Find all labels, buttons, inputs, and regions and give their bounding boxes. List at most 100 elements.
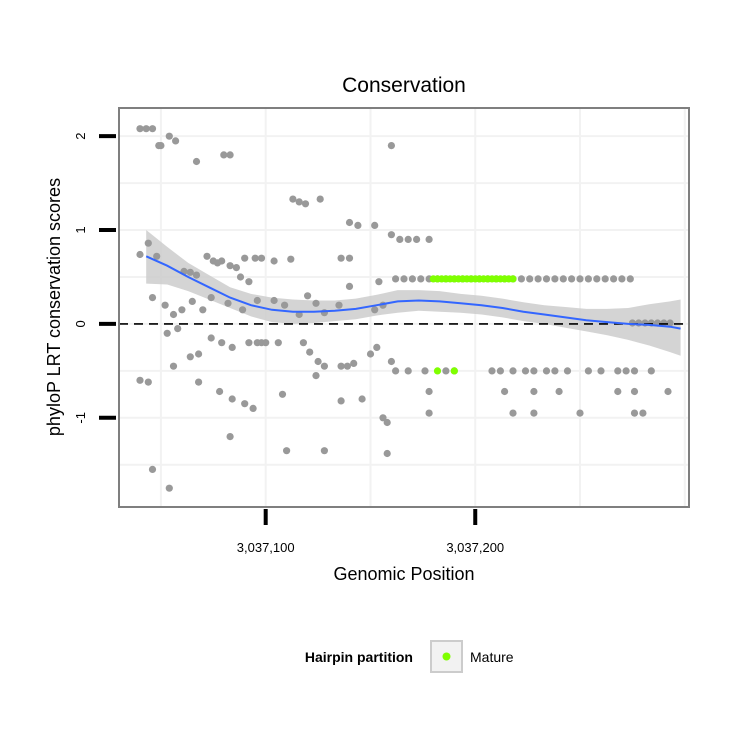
point xyxy=(343,362,351,370)
point xyxy=(666,319,674,327)
point xyxy=(337,362,345,370)
x-tick-label: 3,037,200 xyxy=(446,540,504,555)
panel-border xyxy=(118,107,690,508)
point xyxy=(169,310,178,319)
point xyxy=(517,275,526,283)
point xyxy=(542,367,551,375)
point xyxy=(199,306,207,314)
x-axis: 3,037,100 3,037,200 xyxy=(237,509,504,555)
point xyxy=(136,376,144,384)
x-axis-title: Genomic Position xyxy=(333,564,474,584)
point xyxy=(387,142,395,150)
point xyxy=(153,252,161,260)
point xyxy=(148,125,157,133)
point xyxy=(521,367,530,375)
point xyxy=(195,350,203,358)
point xyxy=(148,294,157,302)
chart-title: Conservation xyxy=(342,74,466,97)
point xyxy=(614,387,622,396)
point xyxy=(192,271,201,279)
point xyxy=(551,275,559,283)
point xyxy=(530,387,538,396)
point xyxy=(576,409,584,417)
point xyxy=(178,306,186,314)
point xyxy=(172,137,180,145)
point xyxy=(249,404,257,412)
point xyxy=(576,275,584,283)
point xyxy=(555,387,563,396)
point xyxy=(218,339,226,347)
point xyxy=(287,255,295,263)
point xyxy=(274,339,282,347)
point xyxy=(306,348,314,356)
point xyxy=(387,231,395,239)
point xyxy=(239,306,247,314)
point xyxy=(568,275,576,283)
point xyxy=(245,278,253,286)
point xyxy=(345,218,354,227)
point xyxy=(270,296,278,305)
point xyxy=(316,195,324,203)
point xyxy=(404,235,412,243)
point xyxy=(257,254,266,262)
point xyxy=(526,275,534,283)
point xyxy=(203,252,211,260)
point xyxy=(216,387,224,396)
point xyxy=(379,414,387,422)
plot-panel xyxy=(118,107,690,508)
point xyxy=(283,447,291,455)
point xyxy=(320,362,328,370)
point xyxy=(253,296,261,305)
point xyxy=(392,275,400,283)
point xyxy=(304,292,312,300)
point xyxy=(530,367,538,375)
legend-title: Hairpin partition xyxy=(305,649,413,665)
point xyxy=(400,275,408,283)
point xyxy=(228,395,236,403)
point xyxy=(136,125,144,133)
point xyxy=(371,306,379,314)
point xyxy=(301,200,310,208)
y-tick-label: 0 xyxy=(73,320,88,327)
point xyxy=(664,387,672,396)
point xyxy=(392,367,400,375)
point xyxy=(630,367,639,375)
point xyxy=(559,275,567,283)
point xyxy=(383,418,391,427)
point xyxy=(186,353,194,361)
point-mature xyxy=(509,275,517,283)
point xyxy=(442,367,450,375)
y-tick-label: 2 xyxy=(73,133,88,140)
point xyxy=(387,357,395,366)
point xyxy=(417,275,425,283)
y-tick-label: -1 xyxy=(73,412,88,424)
point xyxy=(213,259,222,267)
point xyxy=(425,235,433,243)
point xyxy=(375,278,383,286)
point xyxy=(169,362,178,370)
point xyxy=(226,262,234,270)
point xyxy=(144,239,152,247)
point xyxy=(163,329,171,337)
y-axis: -1 0 1 2 xyxy=(73,133,116,424)
point xyxy=(584,275,593,283)
point xyxy=(226,433,234,441)
point-mature xyxy=(433,367,442,375)
point xyxy=(245,339,253,347)
point xyxy=(396,235,404,243)
point xyxy=(174,325,182,333)
point xyxy=(337,397,345,405)
point xyxy=(626,275,634,283)
point xyxy=(289,195,297,203)
point xyxy=(421,367,429,375)
point xyxy=(345,254,354,262)
point xyxy=(630,387,639,396)
point xyxy=(408,275,416,283)
point xyxy=(226,151,234,159)
point xyxy=(195,378,203,386)
smooth-line xyxy=(145,255,681,330)
smooth-fit xyxy=(145,255,681,330)
point xyxy=(157,142,165,150)
point xyxy=(622,367,630,375)
